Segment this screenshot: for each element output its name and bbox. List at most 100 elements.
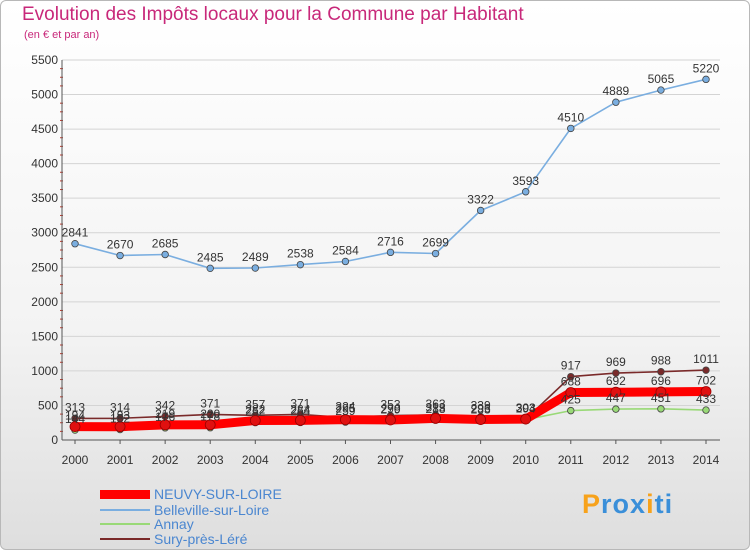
data-point [296,260,305,269]
data-point [612,369,620,377]
data-point [657,86,665,94]
logo-letter: x [630,489,647,519]
data-label: 357 [245,397,265,411]
data-label: 5220 [693,61,720,75]
data-label: 176 [155,410,175,424]
data-label: 303 [516,401,536,415]
data-label: 284 [290,402,310,416]
data-point [204,419,216,431]
data-label: 425 [561,393,581,407]
y-tick-label: 3500 [31,191,58,205]
logo-letter: o [612,489,631,519]
x-tick-label: 2000 [62,453,89,467]
data-label: 2489 [242,250,269,264]
legend-label: Annay [154,516,194,532]
data-point [700,386,712,397]
y-tick-label: 2500 [31,260,58,274]
data-label: 3593 [512,174,539,188]
data-point [522,188,530,196]
x-tick-label: 2009 [467,453,494,467]
legend-label: NEUVY-SUR-LOIRE [154,486,282,502]
data-label: 451 [651,391,671,405]
x-tick-label: 2013 [648,453,675,467]
y-tick-label: 3000 [31,226,58,240]
data-label: 988 [651,354,671,368]
data-point [520,413,532,425]
data-label: 702 [696,373,716,387]
data-point [702,75,710,84]
legend-swatch [100,523,150,525]
y-tick-label: 1500 [31,329,58,343]
data-label: 294 [516,402,536,416]
data-label: 2685 [152,236,179,250]
data-label: 917 [561,359,581,373]
data-label: 220 [200,407,220,421]
x-tick-label: 2003 [197,453,224,467]
data-label: 144 [65,412,85,426]
x-tick-label: 2007 [377,453,404,467]
data-label: 279 [380,403,400,417]
data-point [567,406,575,415]
x-tick-label: 2005 [287,453,314,467]
data-point [657,368,665,376]
data-label: 290 [380,402,400,416]
data-point [655,386,667,398]
data-label: 2841 [62,226,89,240]
data-point [206,410,214,419]
data-point [567,372,575,381]
data-label: 969 [606,355,626,369]
data-point [386,248,395,257]
data-label: 313 [65,400,85,414]
data-point [159,419,171,431]
y-tick-label: 1000 [31,364,58,378]
logo-letter: i [646,489,655,519]
legend-swatch [100,509,150,511]
logo-letter: t [654,489,665,519]
data-label: 447 [606,391,626,405]
data-point [71,240,79,248]
x-tick-label: 2001 [107,453,134,467]
data-label: 178 [200,410,220,424]
data-label: 193 [110,409,130,423]
x-tick-label: 2014 [693,453,720,467]
legend-label: Belleville-sur-Loire [154,502,270,518]
legend-item: Sury-près-Léré [100,531,247,547]
data-label: 2538 [287,247,314,261]
x-tick-label: 2011 [558,453,584,467]
x-tick-label: 2008 [422,453,449,467]
x-tick-label: 2010 [512,453,539,467]
data-label: 3322 [467,192,494,206]
data-label: 2584 [332,243,359,257]
data-label: 219 [155,407,175,421]
data-label: 5065 [648,72,675,86]
data-point [702,366,710,374]
y-tick-label: 2000 [31,295,58,309]
data-label: 1011 [693,352,719,366]
chart-subtitle: (en € et par an) [24,29,100,41]
data-label: 2670 [107,238,134,252]
y-tick-label: 5000 [31,88,58,102]
y-tick-label: 4000 [31,157,58,171]
data-point [341,257,350,266]
data-label: 692 [606,374,626,388]
data-label: 4889 [603,84,630,98]
data-point [249,415,261,426]
x-tick-label: 2002 [152,453,179,467]
data-point [294,414,306,426]
data-label: 303 [516,401,536,415]
data-label: 295 [335,402,355,416]
data-label: 252 [245,405,265,419]
data-point [430,412,441,424]
legend-swatch [100,538,150,540]
x-tick-label: 2006 [332,453,359,467]
legend-swatch [100,489,150,499]
data-label: 254 [290,404,310,418]
data-label: 2716 [377,234,404,248]
data-point [612,405,620,413]
data-point [114,421,126,433]
legend-item: Annay [100,516,194,532]
data-point [69,421,81,432]
data-label: 4510 [557,110,584,124]
data-label: 688 [561,374,581,388]
legend-item: NEUVY-SUR-LOIRE [100,486,282,502]
